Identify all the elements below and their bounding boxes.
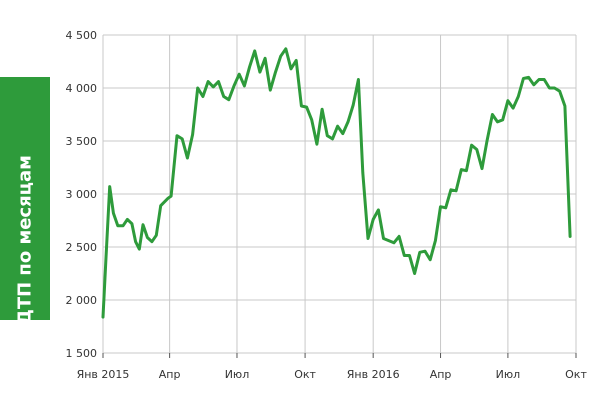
y-axis-label-band: Число ДТП по месяцам: [0, 77, 50, 395]
x-tick-label: Янв 2015: [77, 368, 130, 381]
x-tick-label: Июл: [496, 368, 521, 381]
gridlines: [102, 34, 577, 358]
y-tick-label: 3 500: [66, 135, 98, 148]
x-tick-label: Янв 2016: [347, 368, 400, 381]
x-tick-label: Окт: [565, 368, 587, 381]
y-tick-label: 2 500: [66, 241, 98, 254]
series-layer: [101, 47, 572, 319]
x-tick-label: Апр: [430, 368, 452, 381]
x-tick-label: Июл: [225, 368, 250, 381]
series-line: [101, 47, 572, 319]
x-tick-label: Окт: [294, 368, 316, 381]
x-tick-label: Апр: [159, 368, 181, 381]
y-tick-label: 3 000: [66, 188, 98, 201]
tick-labels: 1 500 2 000 2 500 3 000 3 500 4 000 4 500 Янв 2…: [66, 29, 588, 381]
y-tick-label: 4 000: [66, 82, 98, 95]
y-tick-label: 4 500: [66, 29, 98, 42]
y-tick-label: 2 000: [66, 294, 98, 307]
y-tick-label: 1 500: [66, 347, 98, 360]
